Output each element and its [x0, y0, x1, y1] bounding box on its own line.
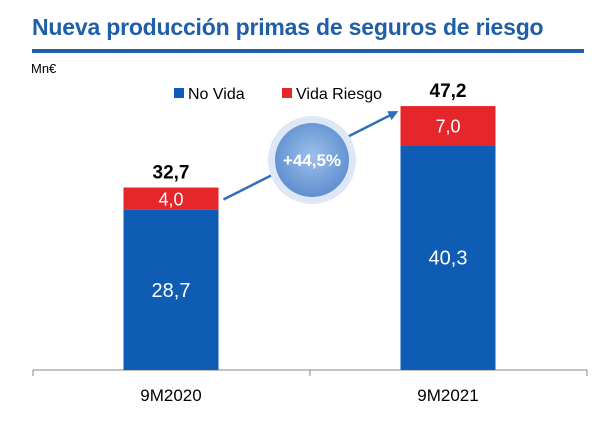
- data-label: 40,3: [429, 248, 468, 270]
- data-label: 28,7: [152, 280, 191, 302]
- data-label: 4,0: [158, 190, 183, 210]
- legend-swatch-no-vida: [174, 88, 184, 98]
- title-underline: [32, 49, 584, 53]
- legend-label: No Vida: [188, 86, 245, 103]
- total-label: 47,2: [430, 81, 467, 102]
- legend-label: Vida Riesgo: [296, 86, 382, 103]
- x-tick-label: 9M2020: [140, 386, 201, 405]
- growth-annotation: +44,5%: [283, 151, 341, 170]
- bar-no-vida-9m2020: [123, 209, 219, 370]
- bar-vida-riesgo-9m2021: [400, 106, 496, 146]
- bar-no-vida-9m2021: [400, 145, 496, 370]
- page-title: Nueva producción primas de seguros de ri…: [32, 14, 544, 40]
- bar-vida-riesgo-9m2020: [123, 187, 219, 210]
- data-label: 7,0: [435, 117, 460, 137]
- growth-bubble: [275, 123, 349, 197]
- x-tick-label: 9M2021: [417, 386, 478, 405]
- total-label: 32,7: [153, 163, 190, 184]
- legend-swatch-vida-riesgo: [282, 88, 292, 98]
- unit-label: Mn€: [31, 61, 57, 76]
